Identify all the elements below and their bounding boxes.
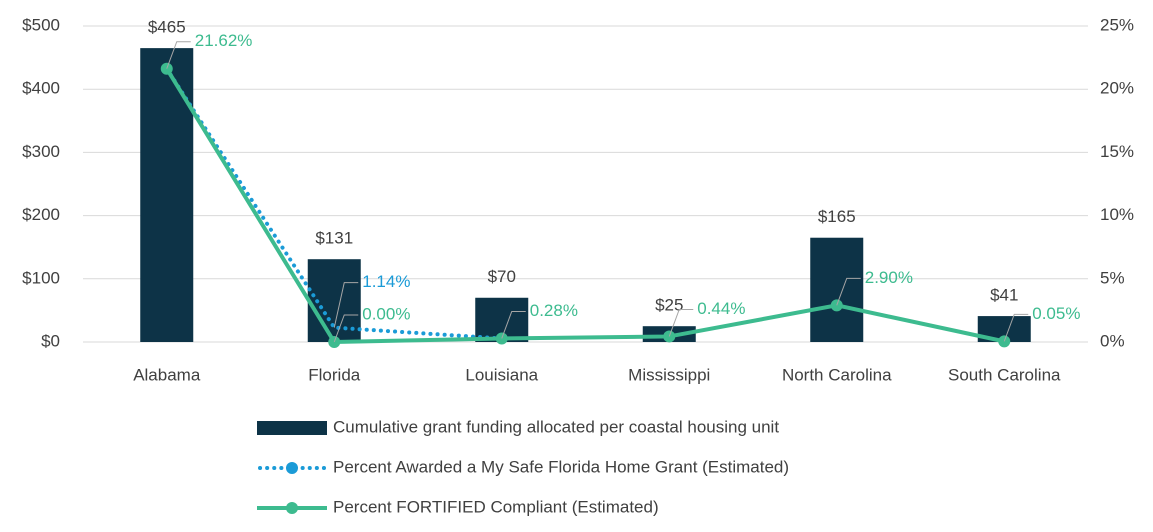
data-label: $70: [488, 267, 516, 286]
legend-marker: [286, 502, 298, 514]
legend-label: Percent Awarded a My Safe Florida Home G…: [333, 457, 789, 476]
x-tick-label: Louisiana: [465, 365, 538, 384]
data-label: $25: [655, 296, 683, 315]
y-tick-label: $200: [22, 205, 60, 224]
y2-tick-label: 20%: [1100, 79, 1134, 98]
legend-swatch: [257, 421, 327, 435]
y-tick-label: $500: [22, 15, 60, 34]
data-label: $41: [990, 286, 1018, 305]
y2-tick-label: 5%: [1100, 268, 1125, 287]
leader-line: [1003, 313, 1029, 342]
y-tick-label: $300: [22, 142, 60, 161]
y2-tick-label: 10%: [1100, 205, 1134, 224]
dotted-line: [164, 66, 504, 341]
leader-line: [836, 277, 861, 306]
data-label: $165: [818, 207, 856, 226]
data-label: $465: [148, 18, 186, 37]
y2-tick-label: 0%: [1100, 331, 1125, 350]
y-tick-label: $100: [22, 268, 60, 287]
line: [164, 66, 1007, 345]
x-tick-label: South Carolina: [948, 365, 1061, 384]
legend-label: Cumulative grant funding allocated per c…: [333, 417, 779, 436]
leader-line: [668, 308, 694, 337]
legend-marker: [286, 462, 298, 474]
y2-tick-label: 15%: [1100, 142, 1134, 161]
data-label: 21.62%: [195, 31, 253, 50]
x-tick-label: Mississippi: [628, 365, 710, 384]
data-label: 0.44%: [697, 299, 745, 318]
data-label: $131: [315, 229, 353, 248]
y2-tick-label: 25%: [1100, 15, 1134, 34]
legend-label: Percent FORTIFIED Compliant (Estimated): [333, 497, 659, 516]
leader-line: [333, 282, 359, 328]
y-tick-label: $0: [41, 331, 60, 350]
x-tick-label: Alabama: [133, 365, 201, 384]
bar: [140, 48, 194, 343]
data-label: 1.14%: [362, 272, 410, 291]
y-tick-label: $400: [22, 79, 60, 98]
x-tick-label: Florida: [308, 365, 361, 384]
leader-line: [333, 314, 359, 343]
leader-line: [166, 41, 191, 69]
data-label: 0.00%: [362, 304, 410, 323]
leader-line: [501, 310, 526, 339]
data-label: 2.90%: [865, 268, 913, 287]
data-label: 0.28%: [530, 301, 578, 320]
x-tick-label: North Carolina: [782, 365, 892, 384]
bar: [810, 237, 864, 342]
data-label: 0.05%: [1032, 304, 1080, 323]
